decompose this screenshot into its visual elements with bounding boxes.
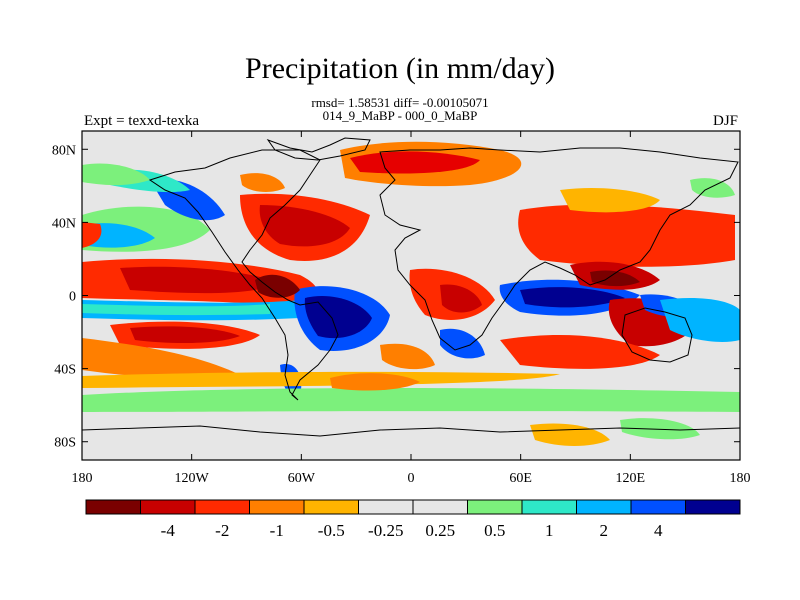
season-label: DJF [712,113,738,129]
field-patch [350,151,480,174]
colorbar-swatch [358,499,414,515]
field-patch [518,204,735,267]
field-patch [500,335,660,369]
eurasia-africa-outline [379,147,739,351]
field-patch [440,284,482,313]
field-patch [120,266,280,294]
colorbar-labels: -4 -2 -1 -0.5 -0.25 0.25 0.5 1 2 4 [161,521,663,540]
map-title: Precipitation (in mm/day) [245,52,555,85]
field-patch [380,343,435,370]
field-patch [259,205,350,247]
colorbar-label: -0.25 [368,521,403,540]
colorbar-swatch [576,499,632,515]
field-patch [82,304,270,316]
field-patch [82,163,150,186]
americas-outline [148,149,339,401]
lon-tick-label: 120E [616,471,646,486]
colorbar-swatch [630,499,686,515]
lon-tick-label: 60E [509,471,532,486]
field-patch [82,222,102,248]
lat-tick-label: 0 [69,290,76,305]
field-patch [440,328,485,359]
colorbar-swatch [140,499,196,515]
antarctica-outline [81,425,741,437]
colorbar [85,499,741,515]
lon-tick-marks [81,131,741,460]
colorbar-label: -4 [161,521,176,540]
colorbar-swatch [85,499,141,515]
experiment-label: Expt = texxd-texka [84,113,200,129]
colorbar-swatch [249,499,305,515]
field-patch [240,173,285,192]
field-patch [620,418,700,440]
colorbar-label: 1 [545,521,554,540]
field-patch [130,326,240,344]
stats-line: rmsd= 1.58531 diff= -0.00105071 [311,95,489,110]
colorbar-label: -0.5 [318,521,345,540]
lat-tick-label: 80S [54,436,76,451]
colorbar-swatch [412,499,468,515]
colorbar-label: 2 [600,521,609,540]
lon-tick-label: 180 [730,471,751,486]
colorbar-label: 0.25 [425,521,455,540]
field-patch [82,388,740,412]
colorbar-label: 4 [654,521,663,540]
field-patch [330,373,420,391]
lat-tick-labels: 80N 40N 0 40S 80S [52,143,76,450]
colorbar-swatch [467,499,523,515]
field-patch [82,371,560,388]
stats-block: rmsd= 1.58531 diff= -0.00105071 014_9_Ma… [0,96,800,122]
lat-tick-label: 40N [52,216,76,231]
field-patch [520,287,625,308]
lon-tick-label: 60W [288,471,316,486]
australia-outline [621,307,693,363]
precip-field [82,141,740,446]
lat-tick-marks [82,148,740,443]
field-patch [560,188,660,213]
lon-tick-label: 120W [175,471,210,486]
coastlines [81,137,741,437]
comparison-line: 014_9_MaBP - 000_0_MaBP [322,108,478,123]
field-patch [255,274,300,298]
lon-tick-label: 180 [72,471,93,486]
field-patch [690,178,735,198]
greenland-outline [266,137,371,161]
colorbar-swatch [521,499,577,515]
colorbar-swatch [303,499,359,515]
colorbar-label: 0.5 [484,521,505,540]
colorbar-swatch [685,499,741,515]
field-patch [660,298,740,342]
field-patch [82,338,240,379]
colorbar-label: -1 [270,521,284,540]
lon-tick-label: 0 [408,471,415,486]
field-patch [590,270,640,287]
colorbar-swatch [194,499,250,515]
lat-tick-label: 80N [52,143,76,158]
lon-tick-labels: 180 120W 60W 0 60E 120E 180 [72,471,751,486]
colorbar-label: -2 [215,521,229,540]
lat-tick-label: 40S [54,363,76,378]
